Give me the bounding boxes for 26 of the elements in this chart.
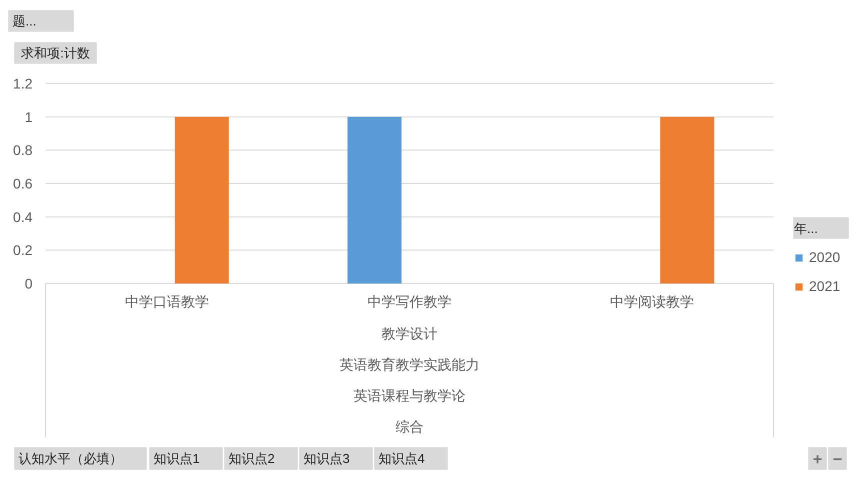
y-tick-label: 1.2 (13, 76, 33, 92)
y-tick-label: 0.4 (13, 208, 33, 225)
text: 题... (12, 14, 36, 28)
text: 知识点2 (228, 451, 275, 466)
text: 认知水平（必填） (18, 451, 122, 466)
legend-label: 2021 (809, 277, 840, 296)
x-tick-label: 中学阅读教学 (610, 294, 694, 310)
text: 知识点3 (304, 451, 350, 466)
y-tick-label: 0 (24, 276, 33, 292)
y-tick-label: 1 (24, 108, 33, 125)
text: 综合 (396, 418, 424, 434)
y-tick-label: 0.2 (13, 242, 33, 258)
text: 知识点4 (378, 451, 425, 466)
text: + (812, 452, 822, 468)
text: − (832, 452, 842, 468)
text: 教学设计 (382, 326, 438, 342)
y-tick-label: 0.8 (13, 142, 33, 158)
y-tick-label: 0.6 (13, 176, 33, 192)
x-tick-label: 中学口语教学 (124, 294, 209, 310)
legend-title: 年... (794, 220, 819, 238)
y-axis-title: 求和项:计数 (21, 46, 90, 60)
text: 英语教育教学实践能力 (340, 356, 480, 372)
x-tick-label: 中学写作教学 (368, 294, 452, 310)
text: 英语课程与教学论 (354, 388, 466, 404)
text: 知识点1 (154, 451, 200, 466)
legend-label: 2020 (809, 248, 840, 267)
